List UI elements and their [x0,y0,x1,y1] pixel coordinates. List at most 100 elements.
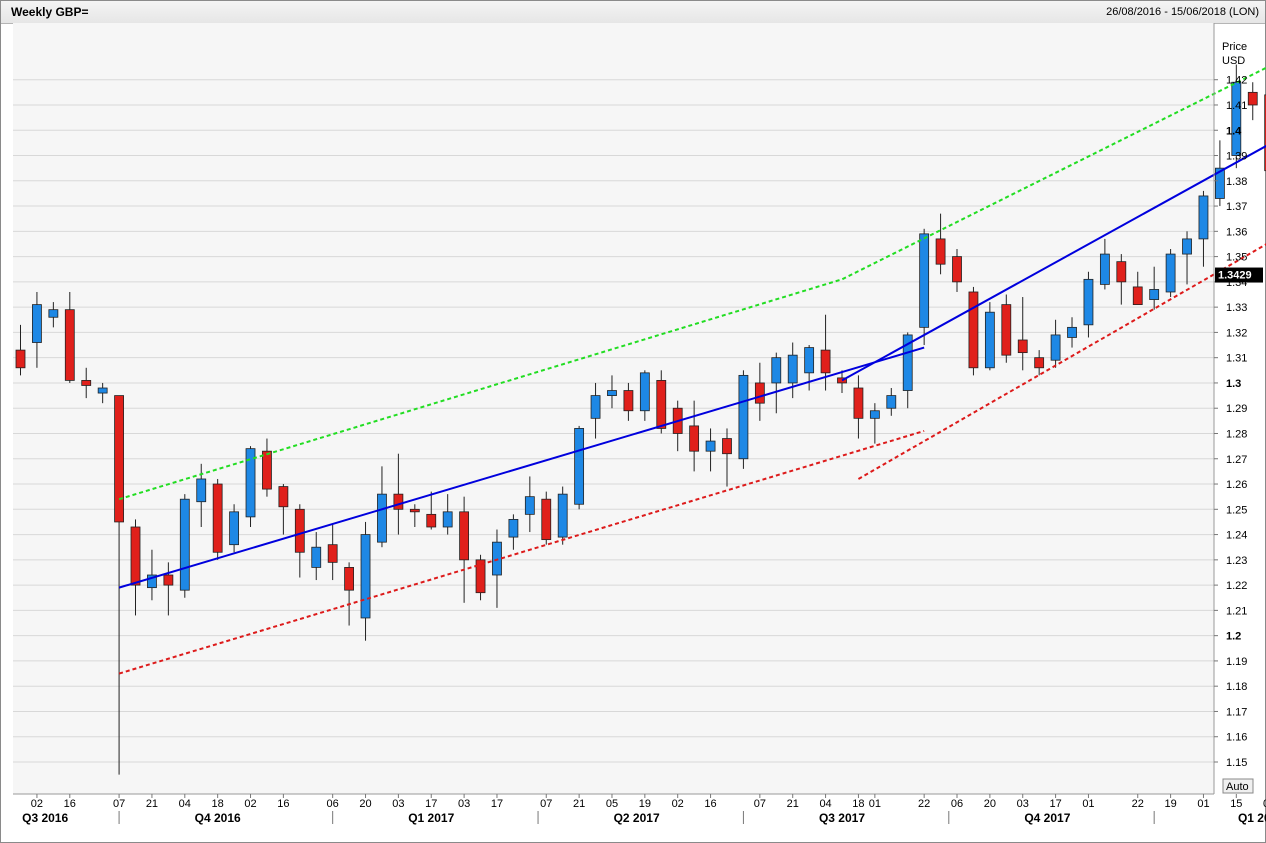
lower_channel-line [118,430,925,675]
x-tick-label: 17 [425,798,437,810]
candle [1067,317,1077,348]
candle [229,504,239,553]
candle-body [787,354,798,384]
candle-body [1034,357,1045,369]
x-tick-label: 16 [277,798,289,810]
candle [48,302,59,328]
candle-body [1001,304,1012,356]
candle [409,504,420,527]
candle [1182,231,1192,285]
x-tick-label: 22 [1132,798,1144,810]
candle-body [607,390,617,396]
candle [869,403,880,444]
candle-body [623,390,634,412]
candle-body [541,498,552,541]
last-price-value: 1.3429 [1218,270,1252,282]
candle [1231,64,1242,169]
last-price-tag: 1.3429 [1215,267,1263,283]
candle-body [705,440,716,452]
x-tick-label: 01 [1197,798,1209,810]
candle-body [360,534,371,619]
candle-body [426,513,437,528]
x-tick-label: 17 [491,798,503,810]
y-tick-label: 1.16 [1226,732,1247,744]
x-axis: 02 16 07 21 04 18 02 16 06 20 03 17 03 17 07 21 05 19 02 16… [22,794,1266,825]
y-tick-label: 1.2 [1226,631,1241,643]
candle [656,370,667,434]
candle-body [853,387,864,419]
candle-body [212,483,223,553]
y-tick-label: 1.33 [1226,302,1247,314]
y-tick-label: 1.42 [1226,75,1247,87]
candle [607,375,617,409]
y-tick-label: 1.29 [1226,403,1247,415]
x-tick-label: 15 [1230,798,1242,810]
trend-lines [118,66,1266,675]
candle [935,213,946,275]
x-tick-label: 18 [212,798,224,810]
y-tick-label: 1.17 [1226,706,1247,718]
candle [130,519,141,616]
candle-body [738,374,749,460]
x-tick-label: 02 [31,798,43,810]
candle [15,324,26,376]
candle [426,491,437,530]
candle-body [114,395,124,523]
x-tick-label: 06 [951,798,963,810]
candle [738,370,749,469]
candle-body [1067,326,1077,338]
candle [639,370,650,421]
candle [1264,94,1266,172]
candle-body [409,508,420,513]
candle [557,486,568,545]
x-tick-label: 06 [327,798,339,810]
candle-body [1165,253,1176,293]
candle [968,286,979,376]
candle-body [311,546,322,568]
candle [508,514,519,550]
candle [541,491,552,545]
trend-line [841,144,1266,382]
axis-label-price: Price [1222,41,1247,53]
candle [754,362,765,421]
candle [590,382,601,439]
candle [623,382,634,421]
candle [1099,238,1110,290]
candle [853,375,864,439]
candle-body [524,496,535,515]
candle-body [689,425,700,452]
quarter-label: Q1 2018 [1238,811,1266,825]
x-tick-label: 19 [639,798,651,810]
x-tick-label: 21 [146,798,158,810]
x-tick-label: 21 [573,798,585,810]
candle-body [262,450,272,490]
x-tick-label: 20 [984,798,996,810]
x-tick-label: 02 [244,798,256,810]
auto-button-label: Auto [1226,781,1249,793]
candle [1001,294,1012,363]
candle-body [1149,289,1160,300]
candle [262,438,272,497]
candle-body [393,493,404,510]
auto-scale-button[interactable]: Auto [1222,778,1254,794]
candle-body [475,559,486,594]
candle [64,291,75,383]
candle [1214,140,1225,207]
quarter-label: Q3 2017 [819,811,865,825]
y-tick-label: 1.31 [1226,353,1247,365]
y-tick-label: 1.4 [1226,125,1242,137]
x-tick-label: 02 [1263,798,1266,810]
candle [163,562,174,616]
candle [804,345,815,391]
candle [179,494,190,598]
candle [524,476,535,533]
x-tick-label: 16 [704,798,716,810]
candle-body [15,349,26,369]
x-tick-label: 04 [179,798,191,810]
x-tick-label: 01 [869,798,881,810]
y-tick-label: 1.15 [1226,757,1247,769]
candle-body [442,511,453,528]
candle-body [179,498,190,591]
y-tick-label: 1.28 [1226,428,1247,440]
